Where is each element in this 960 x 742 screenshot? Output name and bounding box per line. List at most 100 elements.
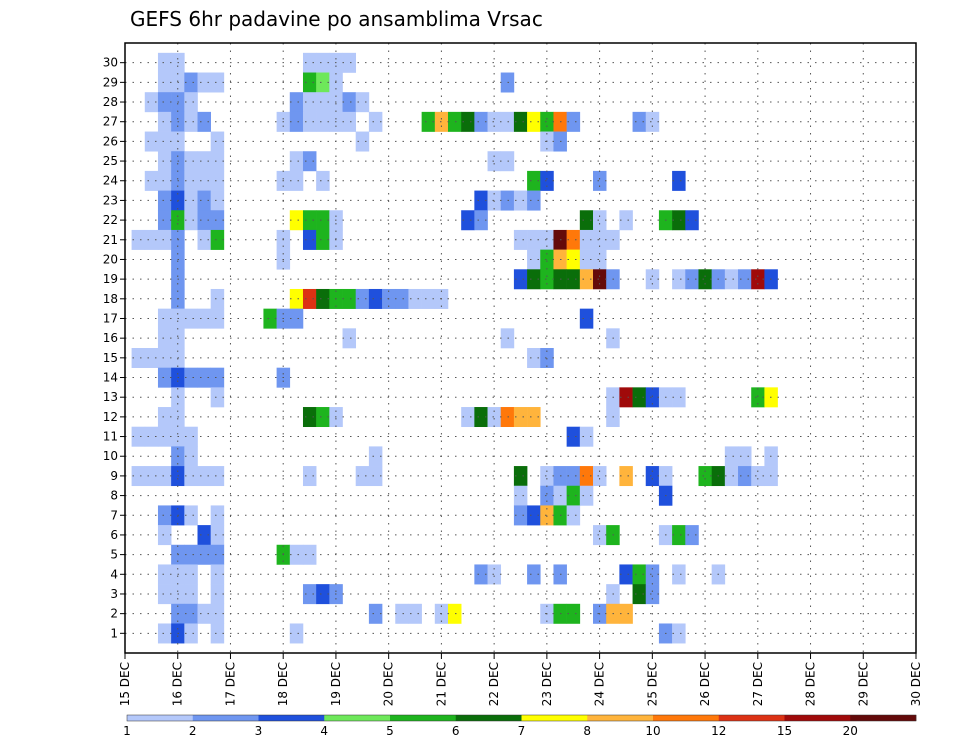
y-tick-label: 27	[103, 115, 118, 129]
heatmap-cell	[184, 111, 198, 132]
heatmap-cell	[500, 328, 515, 349]
heatmap-cell	[316, 229, 330, 250]
y-tick-label: 7	[110, 508, 118, 522]
heatmap-cell	[513, 485, 528, 506]
heatmap-cell	[210, 288, 225, 309]
heatmap-cell	[302, 111, 317, 132]
heatmap-cell	[197, 544, 211, 565]
heatmap-cell	[672, 525, 686, 546]
heatmap-cell	[157, 210, 172, 231]
heatmap-cell	[672, 387, 686, 408]
heatmap-cell	[619, 564, 633, 585]
heatmap-cell	[527, 229, 541, 250]
x-tick-label: 29 DEC	[856, 662, 870, 706]
heatmap-cell	[302, 151, 317, 172]
heatmap-cell	[210, 308, 225, 329]
y-tick-label: 4	[110, 567, 118, 581]
heatmap-cell	[210, 170, 225, 191]
plot-frame	[124, 42, 917, 654]
heatmap-cell	[184, 446, 198, 467]
heatmap-cell	[210, 505, 225, 526]
heatmap-cell	[724, 269, 739, 290]
y-tick-label: 2	[110, 607, 118, 621]
heatmap-cell	[289, 288, 304, 309]
heatmap-cell	[368, 111, 383, 132]
heatmap-cell	[184, 426, 198, 447]
x-tick-label: 15 DEC	[118, 662, 132, 706]
heatmap-cell	[474, 407, 488, 428]
heatmap-cell	[355, 466, 370, 487]
heatmap-cell	[210, 367, 225, 388]
heatmap-cell	[579, 426, 594, 447]
heatmap-cell	[184, 603, 198, 624]
heatmap-cell	[579, 210, 594, 231]
heatmap-cell	[316, 584, 330, 605]
heatmap-cell	[184, 584, 198, 605]
colorbar-swatch	[718, 715, 785, 721]
heatmap-cell	[527, 348, 541, 368]
x-tick-label: 19 DEC	[329, 662, 343, 706]
heatmap-cell	[197, 210, 211, 231]
heatmap-cell	[302, 407, 317, 428]
heatmap-cell	[157, 426, 172, 447]
heatmap-cell	[210, 544, 225, 565]
heatmap-cell	[408, 603, 422, 624]
heatmap-cell	[672, 170, 686, 191]
heatmap-cell	[632, 387, 647, 408]
heatmap-cell	[316, 111, 330, 132]
heatmap-cell	[513, 505, 528, 526]
heatmap-cell	[210, 623, 225, 644]
heatmap-cell	[157, 131, 172, 152]
y-tick-label: 19	[103, 272, 118, 286]
x-tick-label: 27 DEC	[751, 662, 765, 706]
x-tick-label: 18 DEC	[276, 662, 290, 706]
heatmap-cell	[144, 92, 159, 113]
heatmap-cell	[540, 505, 554, 526]
heatmap-cell	[157, 92, 172, 113]
heatmap-cell	[738, 466, 752, 487]
y-tick-label: 3	[110, 587, 118, 601]
heatmap-cell	[184, 367, 198, 388]
heatmap-cell	[342, 92, 357, 113]
heatmap-cell	[210, 210, 225, 231]
heatmap-cell	[210, 603, 225, 624]
heatmap-cell	[645, 466, 660, 487]
heatmap-cell	[157, 229, 172, 250]
heatmap-cell	[144, 170, 159, 191]
heatmap-cell	[513, 466, 528, 487]
heatmap-cells	[131, 52, 778, 644]
heatmap-cell	[540, 348, 554, 368]
y-tick-label: 10	[103, 449, 118, 463]
heatmap-cell	[197, 229, 211, 250]
heatmap-cell	[672, 269, 686, 290]
heatmap-cell	[184, 623, 198, 644]
heatmap-cell	[579, 269, 594, 290]
heatmap-cell	[487, 564, 502, 585]
heatmap-cell	[210, 525, 225, 546]
heatmap-cell	[579, 249, 594, 270]
heatmap-cell	[355, 288, 370, 309]
heatmap-cell	[513, 407, 528, 428]
colorbar-label: 1	[123, 724, 131, 738]
x-tick-label: 21 DEC	[434, 662, 448, 706]
x-tick-label: 28 DEC	[804, 662, 818, 706]
x-tick-label: 26 DEC	[698, 662, 712, 706]
heatmap-cell	[157, 190, 172, 211]
x-tick-label: 22 DEC	[487, 662, 501, 706]
heatmap-cell	[289, 623, 304, 644]
heatmap-cell	[157, 505, 172, 526]
colorbar: 1 2 3 4 5 6 7 8 10 12 15 20	[123, 714, 917, 738]
y-tick-label: 29	[103, 75, 118, 89]
y-tick-label: 17	[103, 311, 118, 325]
heatmap-cell	[157, 151, 172, 172]
heatmap-cell	[540, 111, 554, 132]
y-tick-label: 6	[110, 528, 118, 542]
heatmap-cell	[184, 210, 198, 231]
y-axis-ticks: 1234567891011121314151617181920212223242…	[103, 56, 125, 640]
heatmap-cell	[566, 111, 581, 132]
colorbar-label: 4	[320, 724, 328, 738]
x-tick-label: 25 DEC	[645, 662, 659, 706]
heatmap-cell	[461, 407, 475, 428]
heatmap-cell	[527, 505, 541, 526]
